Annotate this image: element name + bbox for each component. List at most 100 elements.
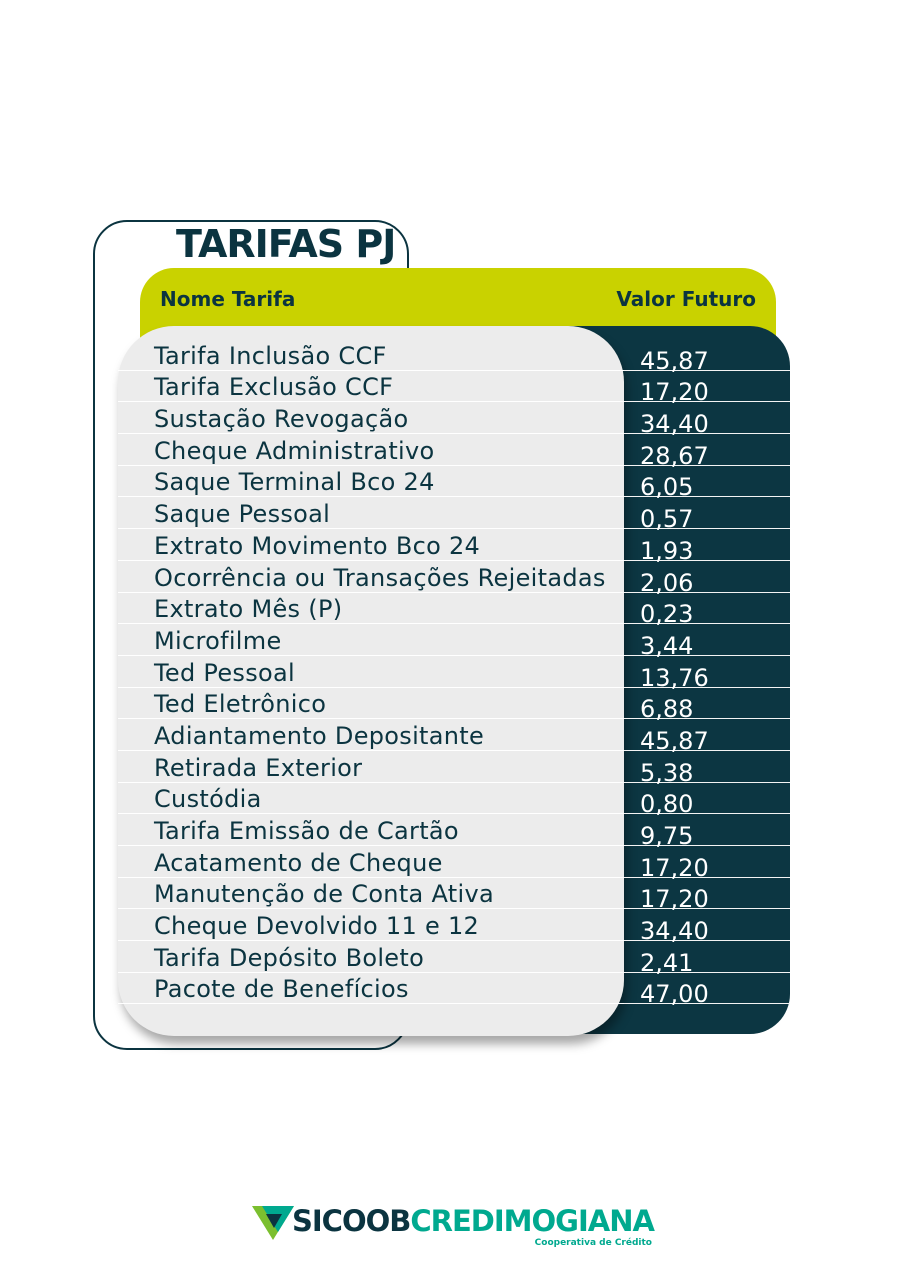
row-divider [624, 845, 790, 846]
row-divider [624, 623, 790, 625]
fee-name: Ted Pessoal [154, 658, 295, 687]
row-divider [624, 591, 790, 593]
fee-value: 6,05 [640, 473, 694, 502]
row-divider [624, 686, 790, 688]
fee-table-body: Tarifa Inclusão CCF 45,87 Tarifa Exclusão … [118, 339, 790, 1008]
table-row: Tarifa Exclusão CCF 17,20 [118, 371, 790, 407]
row-divider [118, 749, 624, 751]
fee-name: Saque Pessoal [154, 500, 331, 529]
fee-name: Manutenção de Conta Ativa [154, 880, 494, 909]
page-title: TARIFAS PJ [176, 222, 396, 266]
row-divider [118, 559, 624, 561]
fee-value: 0,57 [640, 505, 694, 534]
column-header-name: Nome Tarifa [160, 287, 296, 311]
fee-name: Retirada Exterior [154, 753, 363, 782]
row-divider [118, 1003, 624, 1005]
fee-name: Extrato Mês (P) [154, 595, 343, 624]
sicoob-triangle-logo-icon [252, 1206, 294, 1240]
table-row: Saque Pessoal 0,57 [118, 497, 790, 533]
row-divider [624, 781, 790, 783]
row-divider [118, 433, 624, 435]
fee-value: 0,80 [640, 790, 694, 819]
fee-name: Ocorrência ou Transações Rejeitadas [154, 563, 606, 592]
row-divider [118, 528, 624, 530]
fee-value: 13,76 [640, 663, 709, 692]
row-divider [118, 464, 624, 466]
row-divider [118, 845, 624, 846]
fee-value: 3,44 [640, 631, 694, 660]
row-divider [118, 623, 624, 625]
row-divider [624, 718, 790, 720]
fee-value: 17,20 [640, 853, 709, 882]
brand-name: SICOOBCREDIMOGIANA [292, 1204, 655, 1238]
row-divider [624, 908, 790, 910]
row-divider [118, 813, 624, 815]
row-divider [118, 971, 624, 973]
fee-name: Acatamento de Cheque [154, 848, 443, 877]
row-divider [118, 591, 624, 593]
fee-value: 6,88 [640, 695, 694, 724]
row-divider [118, 908, 624, 910]
fee-name: Tarifa Exclusão CCF [154, 373, 394, 402]
table-row: Tarifa Emissão de Cartão 9,75 [118, 814, 790, 850]
fee-name: Ted Eletrônico [154, 690, 327, 719]
row-divider [624, 749, 790, 751]
row-divider [624, 464, 790, 466]
row-divider [118, 876, 624, 878]
table-row: Adiantamento Depositante 45,87 [118, 719, 790, 755]
fee-value: 34,40 [640, 410, 709, 439]
brand-name-part1: SICOOB [292, 1204, 411, 1238]
fee-value: 0,23 [640, 600, 694, 629]
fee-name: Cheque Devolvido 11 e 12 [154, 912, 480, 941]
names-panel [118, 326, 624, 1036]
row-divider [624, 496, 790, 498]
row-divider [624, 940, 790, 942]
fee-name: Tarifa Emissão de Cartão [154, 817, 459, 845]
row-divider [624, 528, 790, 530]
row-divider [624, 1003, 790, 1005]
row-divider [624, 433, 790, 435]
brand-tagline: Cooperativa de Crédito [534, 1238, 652, 1248]
table-row: Extrato Mês (P) 0,23 [118, 593, 790, 629]
fee-name: Saque Terminal Bco 24 [154, 468, 435, 497]
fee-name: Microfilme [154, 626, 282, 655]
row-divider [118, 496, 624, 498]
table-row: Cheque Administrativo 28,67 [118, 434, 790, 470]
row-divider [624, 876, 790, 878]
row-divider [624, 654, 790, 656]
fee-value: 34,40 [640, 917, 709, 946]
row-divider [624, 971, 790, 973]
table-row: Tarifa Inclusão CCF 45,87 [118, 339, 790, 375]
row-divider [118, 781, 624, 783]
fee-name: Sustação Revogação [154, 405, 409, 434]
row-divider [624, 401, 790, 403]
sicoob-credimogiana-logo: SICOOBCREDIMOGIANA Cooperativa de Crédit… [252, 1204, 655, 1256]
fee-name: Tarifa Depósito Boleto [154, 943, 425, 972]
table-row: Microfilme 3,44 [118, 624, 790, 660]
row-divider [118, 686, 624, 688]
row-divider [624, 813, 790, 815]
table-row: Ted Pessoal 13,76 [118, 656, 790, 692]
column-header-value: Valor Futuro [616, 287, 756, 311]
table-row: Cheque Devolvido 11 e 12 34,40 [118, 909, 790, 945]
fee-value: 2,41 [640, 948, 694, 977]
row-divider [118, 401, 624, 403]
fee-name: Extrato Movimento Bco 24 [154, 531, 481, 560]
fee-name: Pacote de Benefícios [154, 975, 409, 1004]
fee-value: 17,20 [640, 378, 709, 407]
table-row: Tarifa Depósito Boleto 2,41 [118, 941, 790, 977]
fee-value: 47,00 [640, 980, 709, 1009]
table-row: Extrato Movimento Bco 24 1,93 [118, 529, 790, 565]
fee-value: 17,20 [640, 885, 709, 914]
table-row: Ocorrência ou Transações Rejeitadas 2,06 [118, 561, 790, 597]
fee-value: 5,38 [640, 758, 694, 787]
table-row: Saque Terminal Bco 24 6,05 [118, 466, 790, 502]
row-divider [624, 369, 790, 371]
row-divider [118, 940, 624, 942]
row-divider [118, 369, 624, 371]
fee-name: Adiantamento Depositante [154, 721, 485, 750]
row-divider [118, 718, 624, 720]
fee-name: Custódia [154, 785, 262, 814]
table-row: Retirada Exterior 5,38 [118, 751, 790, 787]
row-divider [118, 654, 624, 656]
